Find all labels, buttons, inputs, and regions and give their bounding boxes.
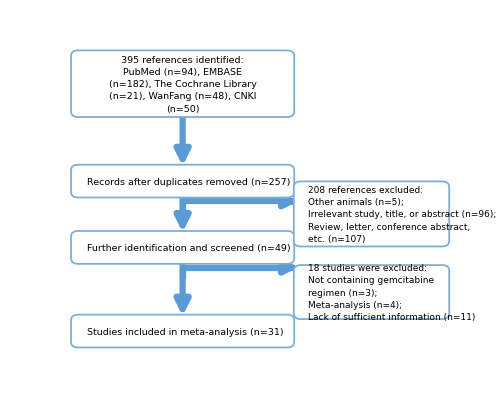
FancyBboxPatch shape: [294, 182, 449, 247]
FancyBboxPatch shape: [71, 315, 294, 348]
FancyBboxPatch shape: [71, 51, 294, 118]
Text: Records after duplicates removed (n=257): Records after duplicates removed (n=257): [86, 177, 290, 186]
Text: 208 references excluded:
Other animals (n=5);
Irrelevant study, title, or abstra: 208 references excluded: Other animals (…: [308, 186, 496, 243]
Text: Studies included in meta-analysis (n=31): Studies included in meta-analysis (n=31): [86, 327, 283, 336]
FancyBboxPatch shape: [71, 165, 294, 198]
FancyBboxPatch shape: [294, 265, 449, 319]
FancyBboxPatch shape: [71, 231, 294, 264]
Text: Further identification and screened (n=49): Further identification and screened (n=4…: [86, 243, 290, 252]
Text: 395 references identified:
PubMed (n=94), EMBASE
(n=182), The Cochrane Library
(: 395 references identified: PubMed (n=94)…: [108, 56, 256, 113]
Text: 18 studies were excluded:
Not containing gemcitabine
regimen (n=3);
Meta-analysi: 18 studies were excluded: Not containing…: [308, 264, 475, 321]
